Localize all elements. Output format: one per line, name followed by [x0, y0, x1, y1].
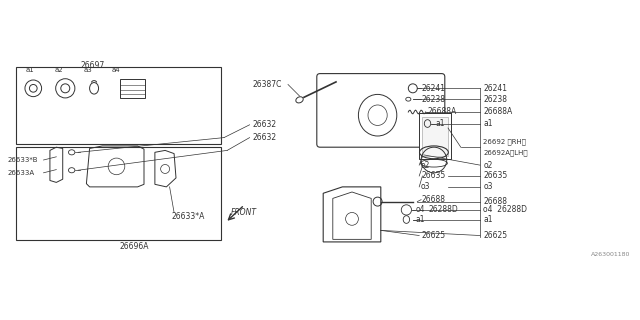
Text: 26238: 26238: [483, 95, 507, 104]
Text: 26635: 26635: [483, 172, 508, 180]
Text: 26696A: 26696A: [120, 242, 149, 251]
FancyBboxPatch shape: [317, 74, 445, 147]
Text: 26697: 26697: [81, 61, 105, 70]
Text: o4  26288D: o4 26288D: [483, 205, 527, 214]
Text: a3: a3: [83, 68, 92, 73]
Text: 26633A: 26633A: [8, 170, 35, 176]
Text: o4: o4: [416, 205, 426, 214]
Bar: [422, 117, 448, 156]
Text: a4: a4: [112, 68, 120, 73]
Bar: [16, 147, 221, 240]
Text: a1: a1: [435, 119, 445, 128]
Text: 26625: 26625: [421, 231, 445, 240]
Text: a1: a1: [26, 68, 35, 73]
Bar: [419, 113, 451, 159]
Text: 26633*B: 26633*B: [8, 157, 38, 163]
Text: o3: o3: [483, 182, 493, 191]
Text: 26625: 26625: [483, 231, 508, 240]
Text: o2: o2: [421, 161, 431, 170]
Text: 26633*A: 26633*A: [172, 212, 205, 221]
Text: 26688: 26688: [483, 197, 507, 206]
Text: o3: o3: [421, 182, 431, 191]
Text: 26632: 26632: [253, 120, 277, 129]
Text: a2: a2: [54, 68, 63, 73]
Bar: [120, 79, 145, 98]
Text: a1: a1: [483, 215, 493, 224]
Text: 26241: 26241: [483, 84, 507, 93]
Text: 26387C: 26387C: [253, 80, 282, 89]
Text: 26688: 26688: [421, 195, 445, 204]
Text: FRONT: FRONT: [230, 208, 257, 217]
Text: 26241: 26241: [421, 84, 445, 93]
Text: a1: a1: [416, 215, 426, 224]
Text: A263001180: A263001180: [591, 252, 630, 257]
Text: 26238: 26238: [421, 95, 445, 104]
Ellipse shape: [296, 97, 303, 103]
Bar: [16, 67, 221, 144]
Text: a1: a1: [483, 119, 493, 128]
Text: 26632: 26632: [253, 133, 277, 142]
Text: 26288D: 26288D: [429, 205, 458, 214]
Text: o2: o2: [483, 161, 493, 170]
Text: 26688A: 26688A: [483, 108, 513, 116]
Text: 26692A〈LH〉: 26692A〈LH〉: [483, 149, 528, 156]
Text: 26688A: 26688A: [428, 108, 457, 116]
Text: 26692 〈RH〉: 26692 〈RH〉: [483, 139, 526, 145]
Text: 26635: 26635: [421, 172, 445, 180]
